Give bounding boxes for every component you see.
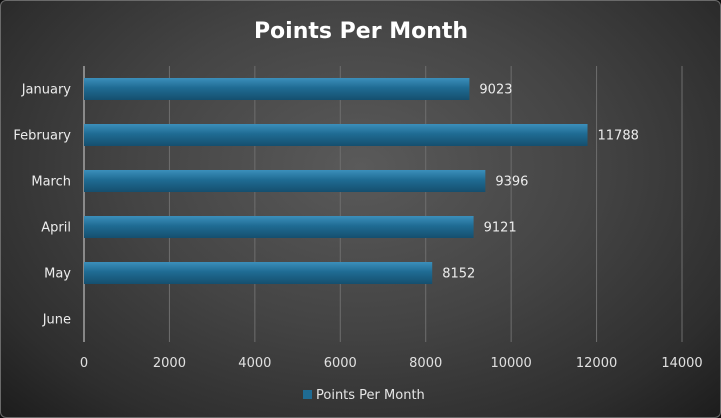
- chart-title: Points Per Month: [254, 19, 468, 44]
- bar: [84, 216, 474, 238]
- data-label: 11788: [598, 129, 639, 144]
- bar: [84, 78, 470, 100]
- category-label: April: [41, 221, 71, 236]
- x-tick-label: 10000: [490, 356, 531, 371]
- data-label: 8152: [442, 267, 475, 282]
- legend-swatch: [303, 390, 312, 399]
- x-tick-label: 6000: [324, 356, 357, 371]
- x-tick-label: 0: [80, 356, 88, 371]
- legend: Points Per Month: [303, 388, 425, 403]
- bar: [84, 262, 433, 284]
- data-label: 9023: [479, 83, 512, 98]
- category-label: February: [13, 129, 71, 144]
- data-label: 9396: [495, 175, 528, 190]
- x-tick-label: 12000: [576, 356, 617, 371]
- category-label: March: [31, 175, 71, 190]
- data-label: 9121: [484, 221, 517, 236]
- x-tick-label: 2000: [153, 356, 186, 371]
- bar: [84, 170, 486, 192]
- category-label: May: [44, 267, 71, 282]
- bar: [84, 124, 588, 146]
- category-label: June: [42, 313, 71, 328]
- x-tick-label: 8000: [409, 356, 442, 371]
- category-label: January: [21, 83, 72, 98]
- x-tick-label: 4000: [238, 356, 271, 371]
- x-tick-label: 14000: [661, 356, 702, 371]
- legend-label: Points Per Month: [316, 388, 425, 403]
